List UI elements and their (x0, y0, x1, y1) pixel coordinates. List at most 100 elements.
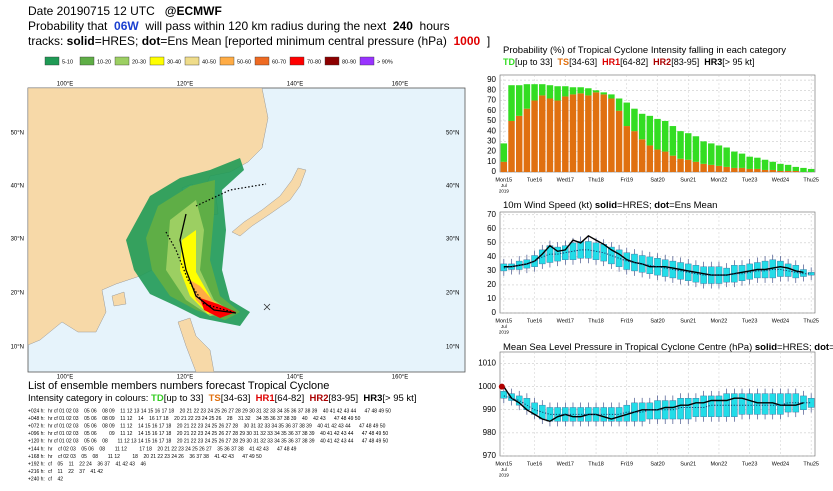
bar-segment (638, 139, 646, 172)
x-tick-label: Thu18 (588, 318, 604, 324)
x-sublabel: 2019 (499, 473, 510, 478)
lat-label: 10°N (11, 345, 24, 351)
x-tick-label: Sun21 (680, 461, 696, 467)
legend-label: 50-60 (237, 59, 251, 65)
x-sublabel: 2019 (499, 330, 510, 335)
x-sublabel: 2019 (499, 189, 510, 194)
land-hainan (111, 291, 127, 307)
x-tick-label: Thu25 (803, 318, 819, 324)
member-row-label: +072 h: (28, 424, 45, 430)
bar-segment (661, 151, 669, 172)
x-tick-label: Fri19 (621, 318, 634, 324)
x-tick-label: Mon22 (711, 461, 728, 467)
bar-segment (784, 170, 792, 172)
bar-segment (531, 84, 538, 101)
lon-label: 100°E (57, 375, 73, 381)
spread-box (661, 259, 669, 277)
spread-box (569, 242, 577, 260)
bar-segment (600, 92, 607, 95)
y-tick-label: 50 (487, 238, 496, 247)
legend-label: 60-70 (272, 59, 286, 65)
bar-segment (738, 167, 746, 172)
bar-segment (608, 94, 615, 99)
bar-segment (731, 167, 738, 172)
member-row: hr cf 01 02 03 05 06 08 09 11 12 13 14 1… (48, 408, 391, 414)
member-row-label: +216 h: (28, 469, 45, 475)
bar-segment (569, 94, 577, 172)
legend-swatch (79, 56, 95, 66)
spread-box (738, 393, 746, 415)
x-tick-label: Mon22 (711, 318, 728, 324)
y-tick-label: 0 (492, 308, 497, 317)
lat-label: 40°N (446, 184, 459, 190)
header-tracks: tracks: solid=HRES; dot=Ens Mean [report… (28, 34, 490, 48)
bar-segment (800, 167, 807, 172)
bar-segment (562, 86, 569, 97)
spread-box (608, 407, 615, 422)
bar-segment (700, 163, 707, 172)
bar-segment (515, 115, 523, 172)
x-sublabel: Jul (501, 183, 507, 188)
member-row-label: +144 h: (28, 446, 45, 452)
bar-segment (746, 156, 753, 169)
member-row: cf 05 11 22 24 36 37 41 42 43 46 (48, 462, 146, 468)
lon-label: 120°E (177, 82, 193, 88)
bar-segment (754, 157, 761, 169)
bar-segment (600, 94, 607, 172)
legend-label: 40-50 (202, 59, 216, 65)
land-philippines (177, 317, 215, 372)
text-segment: Date 20190715 12 UTC (28, 4, 165, 18)
text-segment: dot (654, 200, 670, 211)
lon-label: 160°E (392, 82, 408, 88)
member-row-label: +192 h: (28, 462, 45, 468)
bar-segment (685, 133, 692, 160)
x-tick-label: Sun21 (680, 318, 696, 324)
spread-box (684, 263, 692, 281)
legend-swatch (324, 56, 340, 66)
series-line (503, 249, 812, 276)
legend-swatch (114, 56, 130, 66)
legend-label: 5-10 (62, 59, 73, 65)
lat-label: 30°N (446, 237, 459, 243)
spread-box (646, 402, 654, 420)
bar-segment (661, 120, 669, 152)
bar-segment (554, 86, 561, 101)
text-segment: 10m Wind Speed (kt) (503, 200, 595, 211)
legend-range: [> 95 kt] (722, 57, 754, 67)
spread-box (608, 246, 615, 265)
bar-segment (615, 110, 623, 172)
spread-box (700, 395, 707, 417)
series-line (503, 234, 804, 276)
bar-segment (769, 169, 776, 172)
x-tick-label: Tue23 (742, 318, 757, 324)
bar-segment (723, 147, 730, 167)
spread-box (746, 393, 753, 415)
header-probability: Probability that 06W will pass within 12… (28, 19, 450, 33)
x-tick-label: Thu25 (803, 461, 819, 467)
lat-label: 40°N (11, 184, 24, 190)
x-tick-label: Sat20 (650, 318, 664, 324)
bar-segment (515, 85, 523, 116)
legend-swatch (149, 56, 165, 66)
text-segment: [64-82] (275, 393, 310, 404)
bar-segment (523, 108, 531, 172)
y-tick-label: 990 (483, 405, 497, 414)
legend-name: HR2 (653, 57, 671, 67)
legend-name: TS (558, 57, 570, 67)
prob-30-40 (180, 230, 226, 314)
bar-segment (623, 102, 630, 127)
text-segment: [up to 33] (164, 393, 209, 404)
legend-range: [83-95] (671, 57, 699, 67)
spread-box (577, 241, 584, 259)
bar-segment (708, 143, 715, 165)
member-row: hr cf 01 02 03 05 06 08 11 12 13 14 15 1… (48, 439, 388, 445)
lon-label: 140°E (287, 82, 303, 88)
spread-box (684, 398, 692, 420)
legend-swatch (184, 56, 200, 66)
x-tick-label: Thu18 (588, 461, 604, 467)
lon-label: 120°E (177, 375, 193, 381)
bar-segment (700, 141, 707, 164)
legend-label: > 90% (377, 59, 393, 65)
text-segment: [34-63] (221, 393, 256, 404)
y-tick-label: 60 (487, 106, 496, 115)
